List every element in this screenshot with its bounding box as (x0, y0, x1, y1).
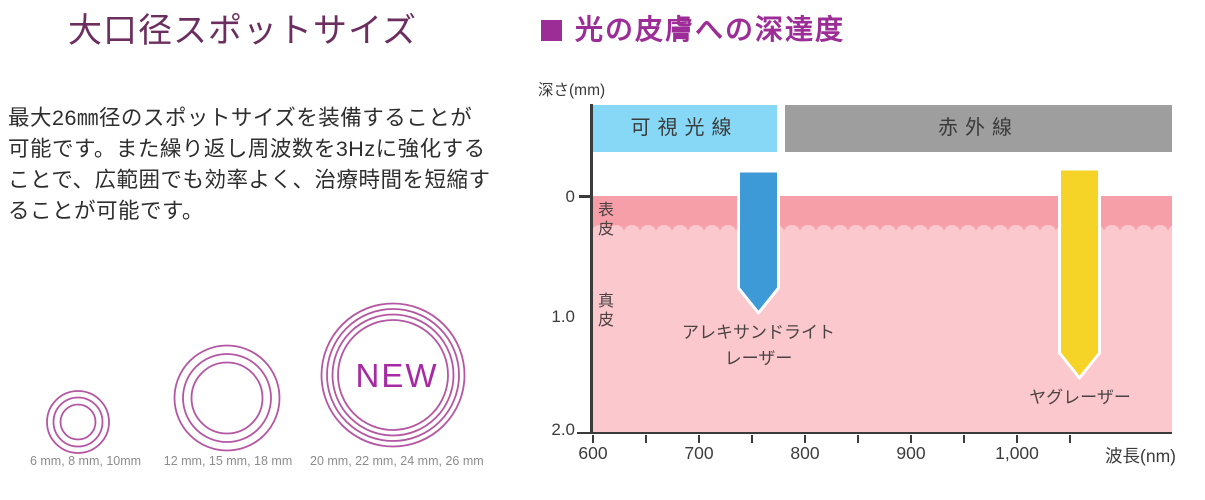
dermis-label: 真皮 (597, 293, 614, 329)
y-axis-title: 深さ(mm) (538, 82, 606, 99)
yag-laser-label: ヤグレーザー (1029, 388, 1131, 407)
spot-circles-large (320, 302, 466, 448)
description-line: ることが可能です。 (8, 199, 204, 223)
x-tick-mark (698, 435, 700, 443)
spot-size-label-small: 6 mm, 8 mm, 10mm (29, 454, 142, 468)
yag-laser-arrow (1058, 167, 1101, 380)
x-tick-mark (963, 435, 965, 443)
y-tick-label: 1.0 (551, 307, 575, 326)
x-tick-label: 900 (896, 443, 926, 463)
spot-size-label-large: 20 mm, 22 mm, 24 mm, 26 mm (310, 454, 484, 468)
x-tick-mark (592, 435, 594, 443)
band-infrared: 赤外線 (785, 105, 1172, 152)
x-tick-mark (1069, 435, 1071, 443)
alexandrite-laser-label-line: アレキサンドライト (682, 323, 835, 342)
left-section-title: 大口径スポットサイズ (68, 12, 417, 50)
x-tick-mark (910, 435, 912, 443)
band-visible-light: 可視光線 (592, 105, 777, 152)
y-tick-mark (579, 195, 590, 198)
description-line: 最大26㎜径のスポットサイズを装備することが (8, 106, 473, 130)
x-tick-label: 800 (790, 443, 820, 463)
y-tick-label: 0 (565, 187, 575, 206)
epidermis-label: 表皮 (597, 202, 614, 238)
spot-circles-small (46, 390, 110, 454)
x-tick-mark (1016, 435, 1018, 443)
new-badge: NEW (355, 357, 439, 394)
x-tick-mark (645, 435, 647, 443)
spot-circles-medium (173, 344, 281, 452)
spot-size-label-medium: 12 mm, 15 mm, 18 mm (163, 454, 293, 468)
section-bullet-icon (541, 20, 562, 41)
y-tick-label: 2.0 (551, 420, 575, 439)
x-tick-label: 700 (684, 443, 714, 463)
x-tick-label: 1,000 (995, 443, 1039, 463)
x-tick-mark (857, 435, 859, 443)
x-axis-title: 波長(nm) (1105, 446, 1176, 466)
x-tick-label: 600 (578, 443, 608, 463)
x-tick-mark (751, 435, 753, 443)
right-section-title: 光の皮膚への深達度 (575, 14, 846, 45)
y-tick-mark (577, 431, 588, 434)
left-description: 最大26㎜径のスポットサイズを装備することが 可能です。また繰り返し周波数を3H… (8, 103, 513, 227)
description-line: 可能です。また繰り返し周波数を3Hzに強化する (8, 137, 486, 161)
x-axis-line (583, 431, 1172, 434)
alexandrite-laser-label-line: レーザー (724, 349, 793, 368)
description-line: ことで、広範囲でも効率よく、治療時間を短縮す (8, 168, 491, 192)
y-axis-line (590, 104, 593, 434)
x-tick-mark (804, 435, 806, 443)
alexandrite-laser-arrow (737, 169, 780, 315)
alexandrite-laser-label: アレキサンドライト レーザー (638, 320, 879, 372)
